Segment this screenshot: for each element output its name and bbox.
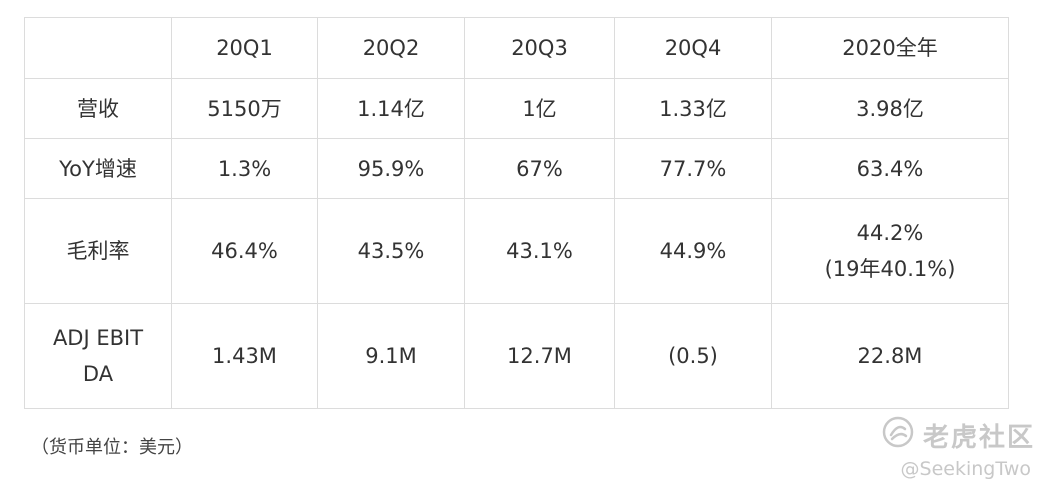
row-label-revenue: 营收: [24, 78, 172, 139]
cell-line-sub: DA: [82, 362, 114, 386]
cell-line: 1亿: [522, 96, 557, 121]
cell-line: 1.43M: [212, 344, 277, 368]
table-cell: 63.4%: [771, 138, 1009, 199]
cell-line: 9.1M: [365, 344, 417, 368]
cell-line: 46.4%: [211, 239, 278, 263]
table-cell: 46.4%: [171, 198, 318, 304]
table-cell: 12.7M: [464, 303, 615, 409]
watermark-brand: 老虎社区: [922, 423, 1035, 453]
table-cell: 1.14亿: [317, 78, 465, 139]
cell-line: 3.98亿: [856, 96, 924, 121]
table-cell: 67%: [464, 138, 615, 199]
table-cell: 1亿: [464, 78, 615, 139]
cell-line: YoY增速: [59, 156, 137, 181]
cell-line: 77.7%: [659, 156, 727, 181]
table-cell: 9.1M: [317, 303, 465, 409]
cell-line: 43.1%: [506, 239, 573, 263]
cell-line: 95.9%: [357, 156, 425, 181]
watermark-logo: 老虎社区: [881, 415, 1035, 456]
cell-line: ADJ EBIT: [52, 326, 144, 350]
header-cell-2020-full-year: 2020全年: [771, 17, 1009, 79]
cell-line: 营收: [77, 96, 119, 121]
cell-line: 毛利率: [66, 239, 130, 263]
table-cell: 77.7%: [614, 138, 772, 199]
cell-line: 12.7M: [507, 344, 572, 368]
currency-note: （货币单位：美元）: [31, 437, 193, 458]
row-label-yoy-growth: YoY增速: [24, 138, 172, 199]
table-cell: 1.43M: [171, 303, 318, 409]
header-cell-corner: [24, 17, 172, 79]
header-cell-20q3: 20Q3: [464, 17, 615, 79]
table-cell: 22.8M: [771, 303, 1009, 409]
cell-line-sub: (19年40.1%): [824, 257, 956, 281]
financial-table: 20Q1 20Q2 20Q3 20Q4 2020全年 营收 5150万 1.14…: [24, 17, 1009, 409]
table-row-yoy-growth: YoY增速 1.3% 95.9% 67% 77.7% 63.4%: [24, 138, 1009, 199]
cell-line: 67%: [516, 156, 563, 181]
cell-line: (0.5): [668, 344, 718, 368]
header-cell-20q4: 20Q4: [614, 17, 772, 79]
cell-line: 1.33亿: [659, 96, 727, 121]
cell-line: 5150万: [207, 96, 282, 121]
cell-line: 43.5%: [357, 239, 425, 263]
table-cell: 1.3%: [171, 138, 318, 199]
table-cell: 1.33亿: [614, 78, 772, 139]
table-cell: (0.5): [614, 303, 772, 409]
cell-line: 44.9%: [659, 239, 727, 263]
table-cell: 5150万: [171, 78, 318, 139]
table-cell: 44.9%: [614, 198, 772, 304]
cell-line: 63.4%: [856, 156, 924, 181]
row-label-adj-ebitda: ADJ EBIT DA: [24, 303, 172, 409]
cell-line: 1.14亿: [357, 96, 425, 121]
table-cell: 95.9%: [317, 138, 465, 199]
table-row-revenue: 营收 5150万 1.14亿 1亿 1.33亿 3.98亿: [24, 78, 1009, 139]
table-row-adj-ebitda: ADJ EBIT DA 1.43M 9.1M 12.7M (0.5) 22.8M: [24, 303, 1009, 409]
table-cell: 43.1%: [464, 198, 615, 304]
row-label-gross-margin: 毛利率: [24, 198, 172, 304]
table-row-gross-margin: 毛利率 46.4% 43.5% 43.1% 44.9% 44.2% (19年40…: [24, 198, 1009, 304]
cell-line: 44.2%: [856, 221, 924, 245]
tiger-logo-icon: [881, 415, 915, 456]
cell-line: 1.3%: [217, 156, 272, 181]
header-cell-20q1: 20Q1: [171, 17, 318, 79]
cell-line: 22.8M: [857, 344, 923, 368]
table-header-row: 20Q1 20Q2 20Q3 20Q4 2020全年: [24, 17, 1009, 79]
table-cell: 44.2% (19年40.1%): [771, 198, 1009, 304]
table-cell: 43.5%: [317, 198, 465, 304]
table-cell: 3.98亿: [771, 78, 1009, 139]
header-cell-20q2: 20Q2: [317, 17, 465, 79]
watermark-handle: @SeekingTwo: [900, 458, 1031, 480]
